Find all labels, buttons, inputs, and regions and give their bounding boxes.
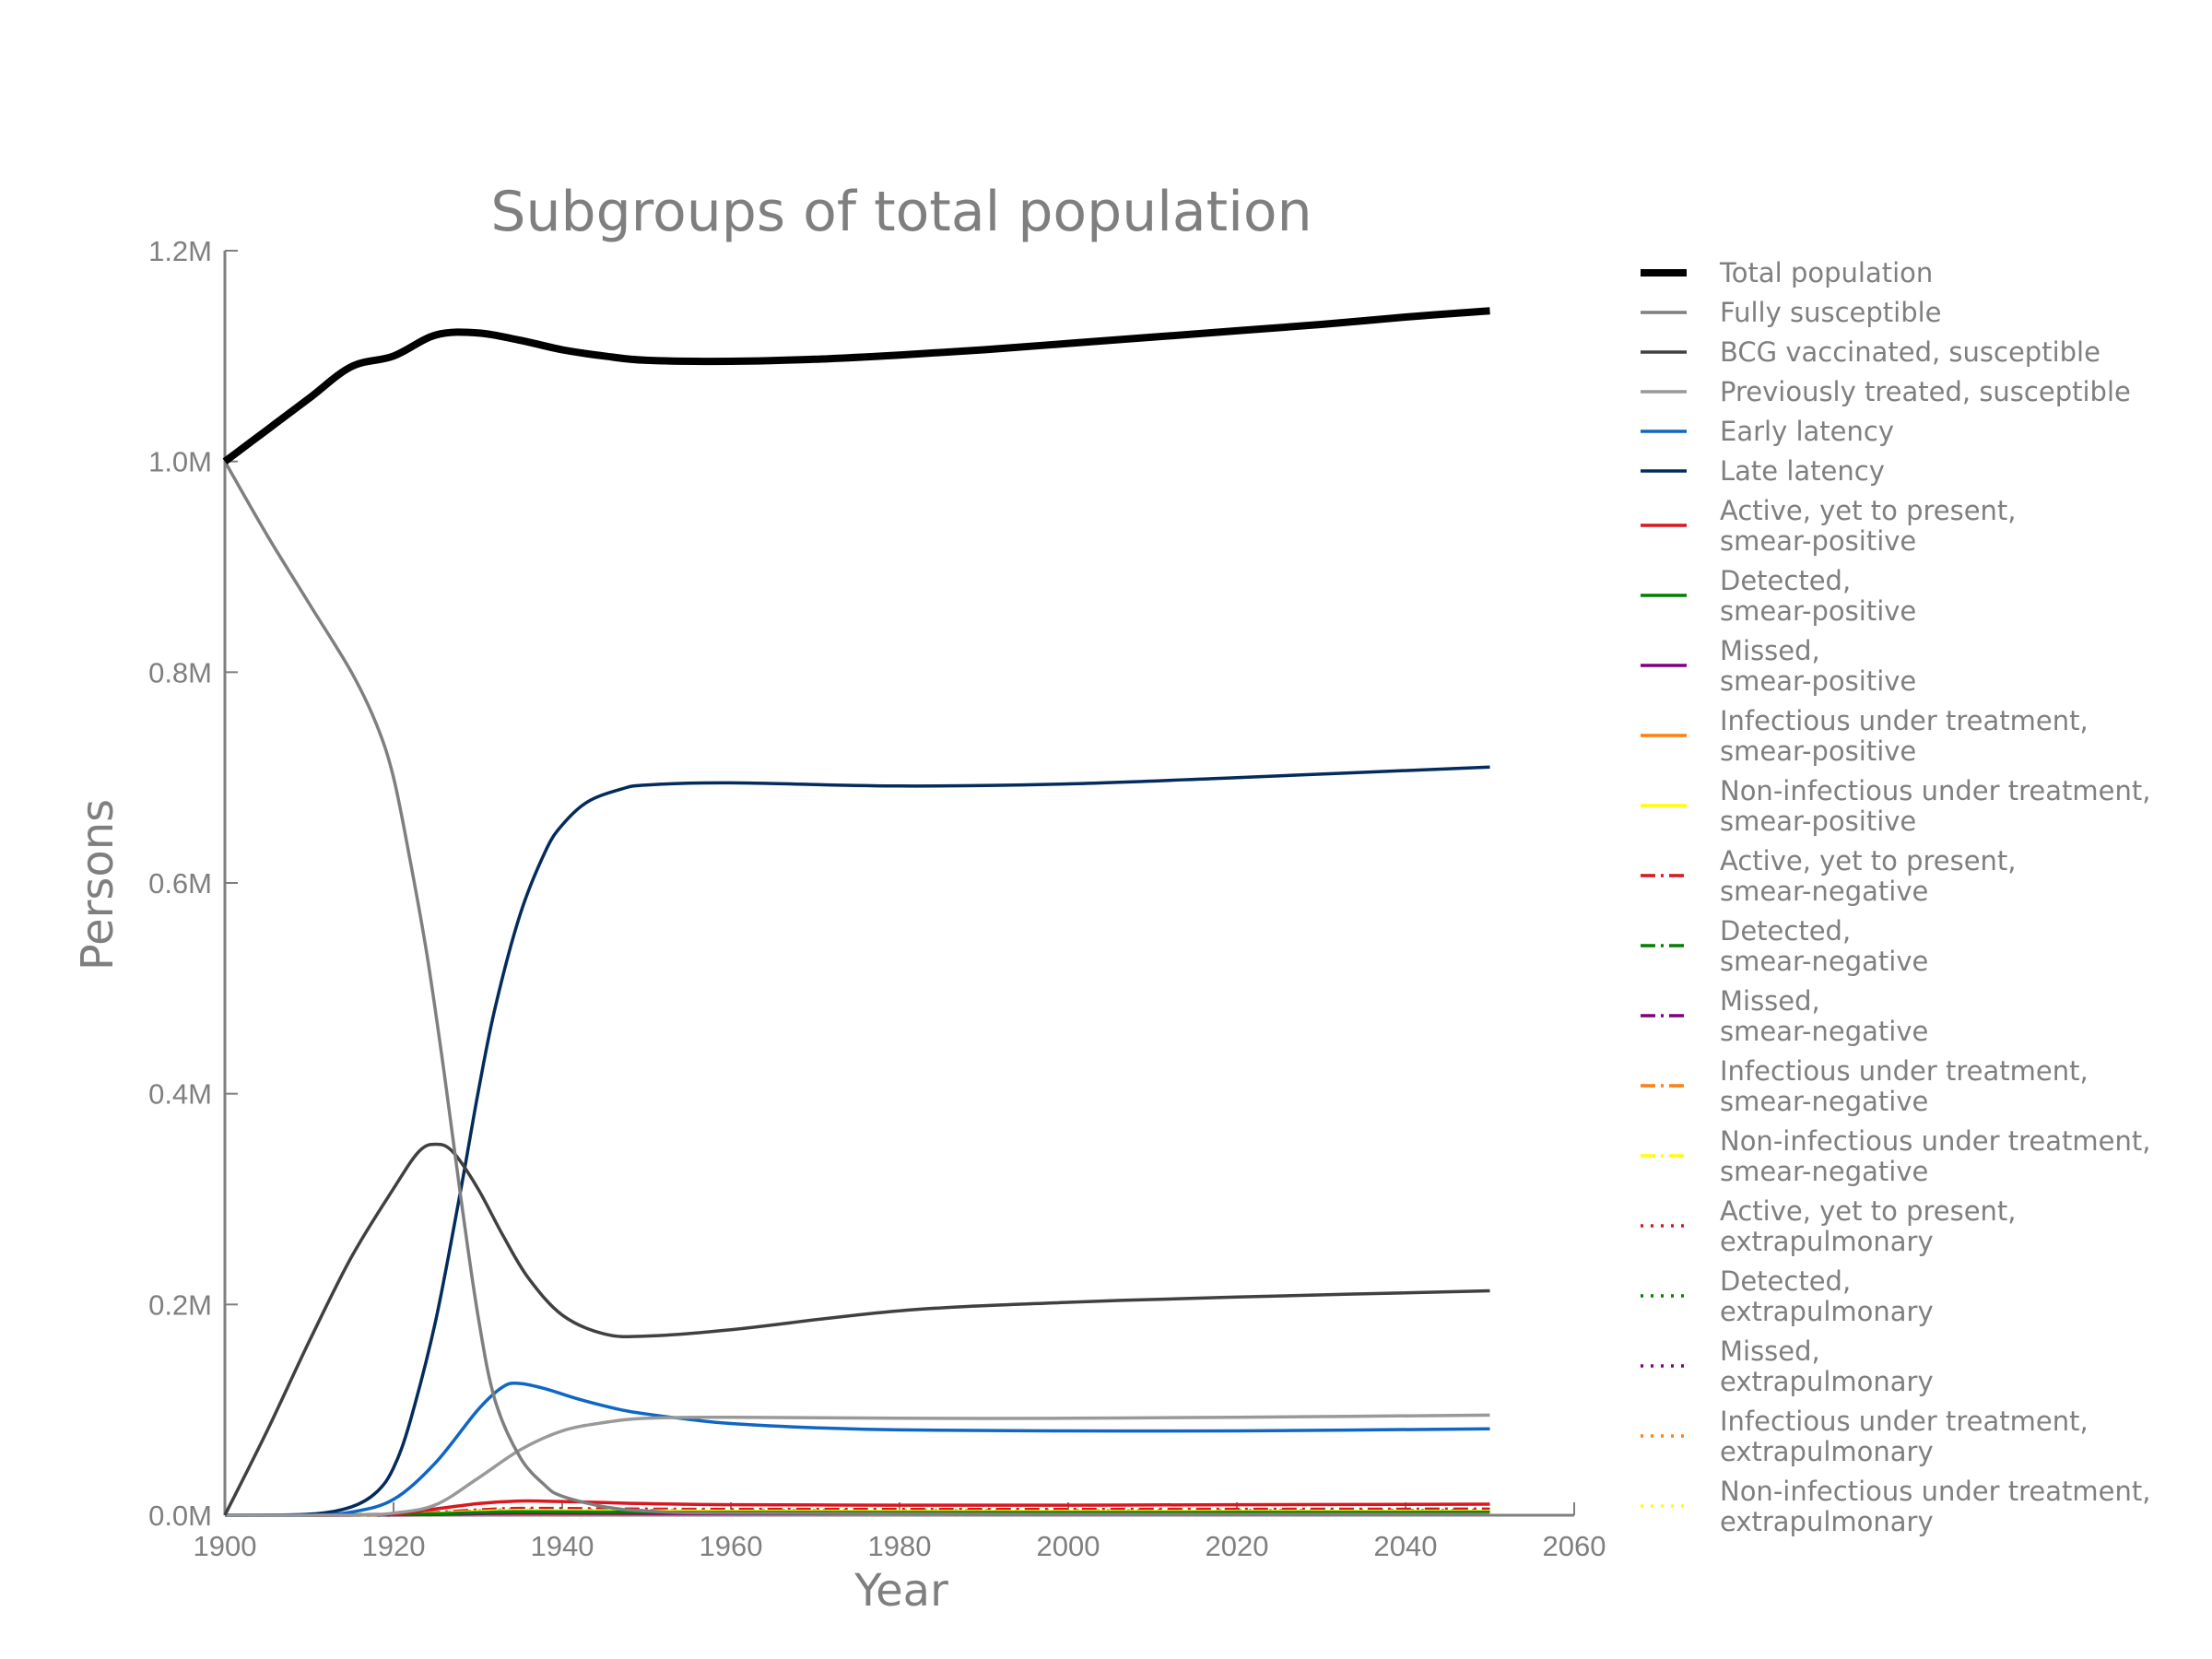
- legend-label-line: Active, yet to present,: [1720, 1195, 2017, 1227]
- y-axis-label: Persons: [72, 799, 124, 971]
- legend-label-line: Missed,: [1720, 1335, 1820, 1367]
- legend-label-line: extrapulmonary: [1720, 1506, 1934, 1537]
- series-line: [223, 460, 1490, 1516]
- x-tick-label: 2060: [1543, 1530, 1606, 1562]
- series-line: [224, 1510, 1490, 1517]
- legend-label-line: smear-negative: [1720, 1156, 1928, 1187]
- legend-label-line: Non-infectious under treatment,: [1720, 775, 2150, 806]
- legend-label: Early latency: [1720, 416, 1894, 447]
- legend-label-line: Late latency: [1720, 455, 1885, 487]
- legend-label: Non-infectious under treatment, smear-neg…: [1720, 1125, 2150, 1187]
- legend-label-line: BCG vaccinated, susceptible: [1720, 336, 2100, 368]
- legend: Total population Fully susceptible BCG vac…: [1641, 257, 2150, 1537]
- legend-label: Total population: [1719, 257, 1933, 288]
- legend-label: Detected, smear-negative: [1720, 915, 1928, 977]
- series-line: [222, 307, 1490, 465]
- legend-label-line: Non-infectious under treatment,: [1720, 1125, 2150, 1157]
- legend-label: Missed, smear-positive: [1720, 635, 1916, 697]
- legend-label-line: smear-positive: [1720, 525, 1916, 557]
- legend-label-line: Early latency: [1720, 416, 1894, 447]
- x-tick-label: 2020: [1206, 1530, 1269, 1562]
- legend-label-line: smear-negative: [1720, 946, 1928, 977]
- legend-label: BCG vaccinated, susceptible: [1720, 336, 2100, 368]
- legend-label-line: Missed,: [1720, 635, 1820, 666]
- x-tick-label: 2040: [1374, 1530, 1438, 1562]
- legend-label-line: Detected,: [1720, 915, 1851, 947]
- series-line: [224, 1499, 1490, 1517]
- y-tick-label: 0.4M: [148, 1078, 212, 1111]
- legend-label-line: smear-negative: [1720, 1086, 1928, 1117]
- legend-label: Active, yet to present, smear-positive: [1720, 495, 2017, 557]
- legend-label: Missed, smear-negative: [1720, 985, 1928, 1047]
- legend-label-line: smear-positive: [1720, 735, 1916, 767]
- legend-label-line: Infectious under treatment,: [1720, 705, 2088, 736]
- legend-label: Late latency: [1720, 455, 1885, 487]
- x-tick-label: 1920: [362, 1530, 426, 1562]
- legend-label-line: Fully susceptible: [1720, 297, 1942, 328]
- legend-label-line: smear-positive: [1720, 665, 1916, 697]
- x-tick-label: 1940: [531, 1530, 594, 1562]
- legend-label-line: smear-negative: [1720, 876, 1928, 907]
- y-tick-label: 1.2M: [148, 235, 212, 267]
- legend-label-line: smear-positive: [1720, 595, 1916, 627]
- legend-label: Infectious under treatment, smear-positiv…: [1720, 705, 2088, 767]
- chart-title: Subgroups of total population: [490, 180, 1312, 244]
- legend-label-line: Previously treated, susceptible: [1720, 376, 2131, 407]
- legend-label: Infectious under treatment, extrapulmonar…: [1720, 1406, 2088, 1467]
- legend-label-line: Total population: [1719, 257, 1933, 288]
- series-line: [223, 1142, 1490, 1516]
- legend-label-line: extrapulmonary: [1720, 1226, 1934, 1257]
- x-tick-label: 1980: [868, 1530, 932, 1562]
- legend-label: Detected, smear-positive: [1720, 565, 1916, 627]
- legend-label: Non-infectious under treatment, extrapulm…: [1720, 1476, 2150, 1537]
- legend-label-line: Active, yet to present,: [1720, 495, 2017, 526]
- legend-label: Detected, extrapulmonary: [1720, 1265, 1934, 1327]
- legend-label-line: smear-negative: [1720, 1016, 1928, 1047]
- series-line: [224, 1381, 1490, 1518]
- y-tick-label: 1.0M: [148, 446, 212, 478]
- x-tick-label: 2000: [1037, 1530, 1100, 1562]
- legend-label: Active, yet to present, smear-negative: [1720, 845, 2017, 907]
- series-line: [224, 1413, 1490, 1517]
- x-tick-label: 1960: [700, 1530, 763, 1562]
- legend-label-line: Active, yet to present,: [1720, 845, 2017, 877]
- legend-label-line: extrapulmonary: [1720, 1436, 1934, 1467]
- legend-label: Fully susceptible: [1720, 297, 1942, 328]
- x-axis-label: Year: [853, 1565, 948, 1617]
- legend-label-line: Detected,: [1720, 565, 1851, 596]
- legend-label-line: Infectious under treatment,: [1720, 1055, 2088, 1087]
- legend-label-line: extrapulmonary: [1720, 1296, 1934, 1327]
- plot-area: 1900 1920 1940 1960 1980 2000 2020 2040 2060 0.0M…: [148, 235, 1606, 1562]
- legend-label: Infectious under treatment, smear-negativ…: [1720, 1055, 2088, 1117]
- legend-label: Active, yet to present, extrapulmonary: [1720, 1195, 2017, 1257]
- legend-label: Non-infectious under treatment, smear-pos…: [1720, 775, 2150, 837]
- y-tick-label: 0.8M: [148, 656, 212, 688]
- legend-label-line: Missed,: [1720, 985, 1820, 1017]
- legend-label: Previously treated, susceptible: [1720, 376, 2131, 407]
- legend-label-line: Non-infectious under treatment,: [1720, 1476, 2150, 1507]
- legend-label-line: extrapulmonary: [1720, 1366, 1934, 1397]
- legend-label-line: Detected,: [1720, 1265, 1851, 1297]
- y-tick-label: 0.6M: [148, 867, 212, 900]
- y-tick-label: 0.2M: [148, 1288, 212, 1321]
- legend-label-line: Infectious under treatment,: [1720, 1406, 2088, 1437]
- legend-label-line: smear-positive: [1720, 806, 1916, 837]
- x-tick-label: 1900: [194, 1530, 257, 1562]
- legend-label: Missed, extrapulmonary: [1720, 1335, 1934, 1397]
- y-tick-label: 0.0M: [148, 1500, 212, 1532]
- series-line: [224, 765, 1490, 1517]
